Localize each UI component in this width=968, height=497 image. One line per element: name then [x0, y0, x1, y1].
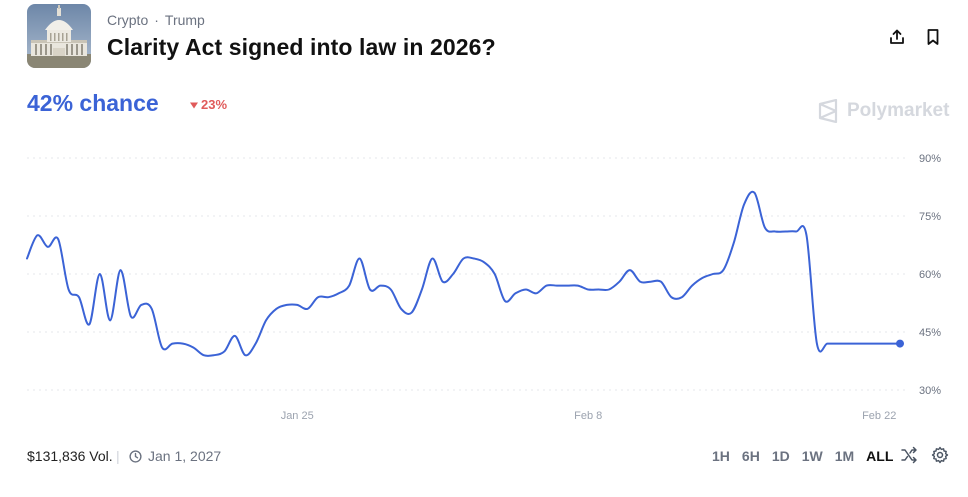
breadcrumb-separator: ·	[154, 12, 159, 28]
range-1w[interactable]: 1W	[801, 448, 823, 464]
breadcrumb: Crypto · Trump	[107, 12, 205, 28]
market-header: Crypto · Trump Clarity Act signed into law…	[27, 4, 947, 70]
y-tick-label: 75%	[919, 211, 941, 223]
change-badge: 23%	[189, 97, 227, 112]
capitol-image	[27, 4, 91, 68]
range-1m[interactable]: 1M	[834, 448, 855, 464]
x-tick-label: Feb 8	[574, 410, 602, 422]
x-axis-ticks: Jan 25 Feb 8 Feb 22	[281, 410, 897, 422]
price-chart[interactable]: 90% 75% 60% 45% 30% Jan 25 Feb 8 Feb 22	[0, 140, 968, 430]
series-line	[26, 190, 901, 357]
current-point-marker	[896, 339, 904, 348]
volume-text: $131,836 Vol.	[27, 448, 113, 464]
clock-icon	[129, 449, 142, 463]
shuffle-icon	[901, 446, 917, 464]
gear-icon	[931, 446, 949, 464]
triangle-down-icon	[190, 102, 198, 108]
y-tick-label: 30%	[919, 385, 941, 397]
compare-button[interactable]	[900, 446, 918, 464]
market-thumbnail[interactable]	[27, 4, 91, 68]
share-button[interactable]	[886, 26, 908, 48]
brand-watermark: Polymarket	[817, 99, 949, 123]
market-footer: $131,836 Vol. | Jan 1, 2027 1H 6H 1D 1W …	[27, 446, 952, 466]
chance-value: 42% chance	[27, 90, 159, 116]
settings-button[interactable]	[931, 446, 949, 464]
category-link[interactable]: Crypto	[107, 12, 149, 28]
x-tick-label: Jan 25	[281, 410, 314, 422]
end-date: Jan 1, 2027	[129, 448, 221, 464]
change-value: 23%	[201, 97, 228, 112]
range-1d[interactable]: 1D	[771, 448, 790, 464]
footer-divider: |	[116, 448, 120, 464]
share-icon	[890, 29, 904, 44]
time-range-selector: 1H 6H 1D 1W 1M ALL	[712, 448, 905, 464]
bookmark-button[interactable]	[922, 26, 944, 48]
polymarket-logo-icon	[818, 99, 838, 123]
y-axis-ticks: 90% 75% 60% 45% 30%	[919, 153, 941, 397]
y-tick-label: 90%	[919, 153, 941, 165]
x-tick-label: Feb 22	[862, 410, 896, 422]
range-all[interactable]: ALL	[866, 448, 894, 464]
chart-grid	[27, 157, 908, 391]
range-6h[interactable]: 6H	[741, 448, 760, 464]
bookmark-icon	[927, 29, 939, 45]
end-date-text: Jan 1, 2027	[148, 448, 222, 464]
market-title: Clarity Act signed into law in 2026?	[107, 34, 496, 60]
y-tick-label: 45%	[919, 327, 941, 339]
brand-name: Polymarket	[847, 100, 950, 121]
y-tick-label: 60%	[919, 269, 941, 281]
tag-link[interactable]: Trump	[164, 12, 205, 28]
range-1h[interactable]: 1H	[712, 448, 730, 464]
